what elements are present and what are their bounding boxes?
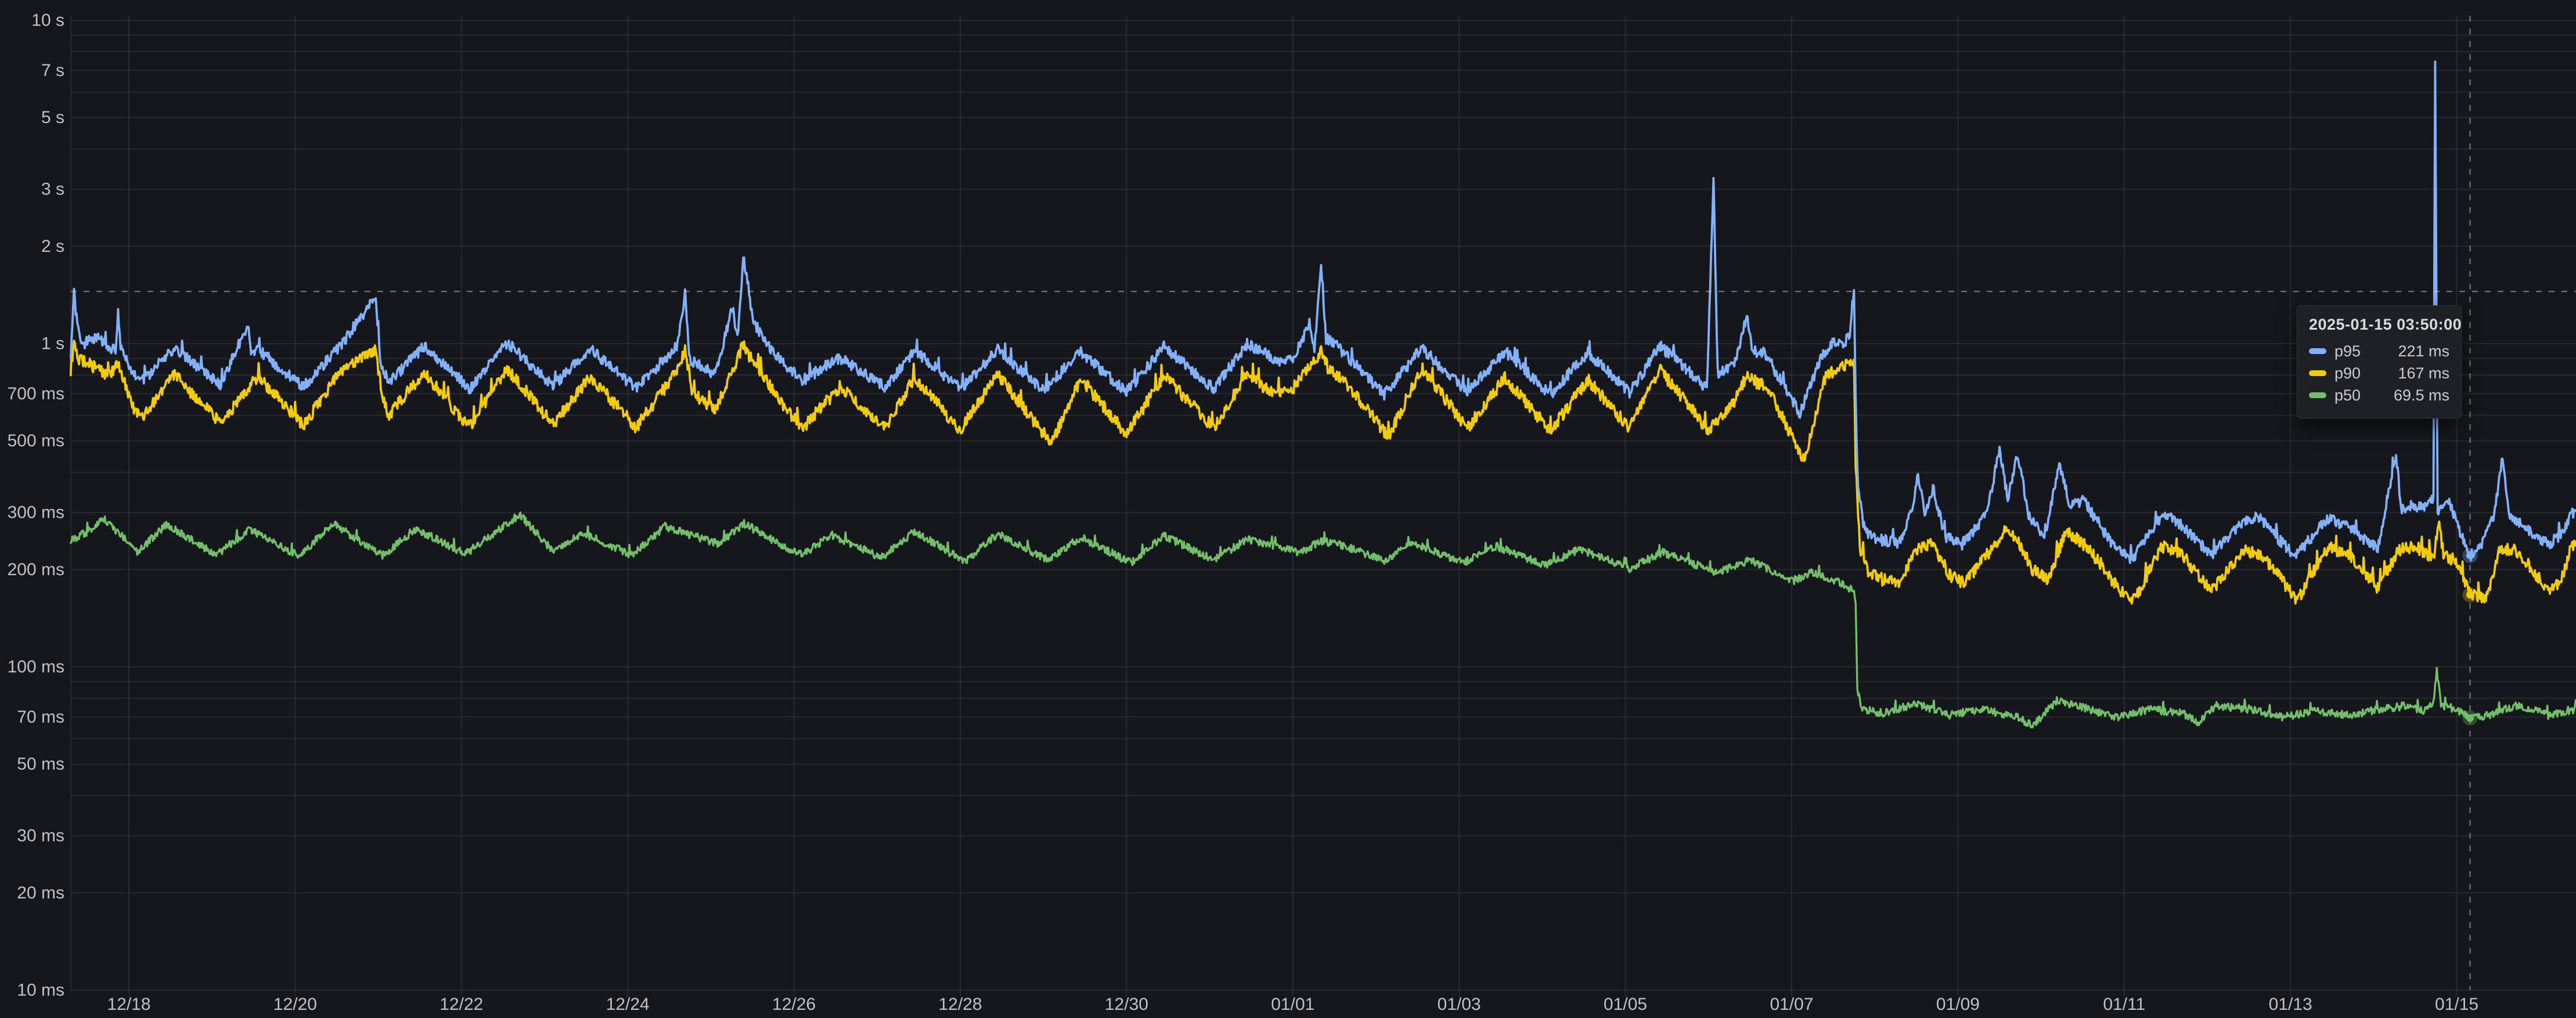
y-axis-label: 5 s	[41, 108, 64, 127]
x-axis-label: 12/24	[606, 995, 650, 1014]
y-axis-label: 2 s	[41, 237, 64, 256]
tooltip-row-p50: p50 69.5 ms	[2309, 384, 2449, 406]
y-axis-label: 1 s	[41, 334, 64, 353]
tooltip-series-label: p50	[2334, 386, 2361, 404]
x-axis-label: 12/30	[1105, 995, 1148, 1014]
crosshair	[71, 16, 2576, 990]
p90-series-color-pill	[2309, 370, 2326, 376]
x-axis-label: 12/20	[273, 995, 317, 1014]
y-axis-label: 70 ms	[17, 707, 64, 727]
axis-labels: 10 s 7 s 5 s 3 s 2 s 1 s 700 ms 500 ms 300 ms 200…	[8, 11, 2479, 1015]
tooltip: 2025-01-15 03:50:00 p95 221 ms p90 167 ms p5…	[2297, 305, 2462, 418]
y-axis-label: 7 s	[41, 61, 64, 80]
y-axis-label: 10 s	[31, 11, 64, 30]
y-axis-label: 10 ms	[17, 981, 64, 1000]
x-axis-label: 01/15	[2435, 995, 2478, 1014]
tooltip-series-value: 221 ms	[2398, 342, 2449, 360]
y-axis-label: 100 ms	[8, 658, 64, 677]
x-axis-label: 01/05	[1604, 995, 1647, 1014]
tooltip-series-label: p95	[2334, 342, 2361, 360]
y-axis-label: 3 s	[41, 180, 64, 199]
x-axis-label: 01/03	[1437, 995, 1481, 1014]
tooltip-row-p95: p95 221 ms	[2309, 340, 2449, 362]
tooltip-rows: p95 221 ms p90 167 ms p50 69.5 ms	[2309, 340, 2449, 406]
y-axis-label: 300 ms	[8, 503, 64, 522]
x-axis-label: 01/13	[2269, 995, 2312, 1014]
p95-series-color-pill	[2309, 348, 2326, 354]
p50-hover-dot	[2466, 714, 2474, 722]
p95-series-line[interactable]	[69, 60, 2576, 564]
tooltip-row-p90: p90 167 ms	[2309, 362, 2449, 384]
x-axis-label: 01/01	[1271, 995, 1314, 1014]
x-axis-label: 12/28	[938, 995, 982, 1014]
p90-hover-dot	[2466, 591, 2474, 599]
tooltip-series-value: 167 ms	[2398, 364, 2449, 382]
y-axis-label: 20 ms	[17, 883, 64, 903]
x-axis-label: 12/18	[107, 995, 150, 1014]
p50-series-line[interactable]	[70, 511, 2576, 729]
y-axis-label: 50 ms	[17, 755, 64, 774]
x-axis-label: 01/11	[2103, 995, 2145, 1014]
p50-series-color-pill	[2309, 392, 2326, 398]
x-axis-label: 12/26	[772, 995, 816, 1014]
grid	[70, 16, 2576, 997]
x-axis-label: 12/22	[439, 995, 483, 1014]
y-axis-label: 700 ms	[8, 384, 64, 403]
y-axis-label: 30 ms	[17, 826, 64, 846]
p90-series-line[interactable]	[69, 340, 2576, 605]
x-axis-label: 01/07	[1770, 995, 1813, 1014]
tooltip-timestamp: 2025-01-15 03:50:00	[2309, 316, 2462, 333]
y-axis-label: 200 ms	[8, 560, 64, 579]
tooltip-series-value: 69.5 ms	[2393, 386, 2449, 404]
y-axis-label: 500 ms	[8, 431, 64, 450]
x-axis-label: 01/09	[1936, 995, 1980, 1014]
p95-hover-dot	[2466, 551, 2474, 559]
tooltip-series-label: p90	[2334, 364, 2361, 382]
